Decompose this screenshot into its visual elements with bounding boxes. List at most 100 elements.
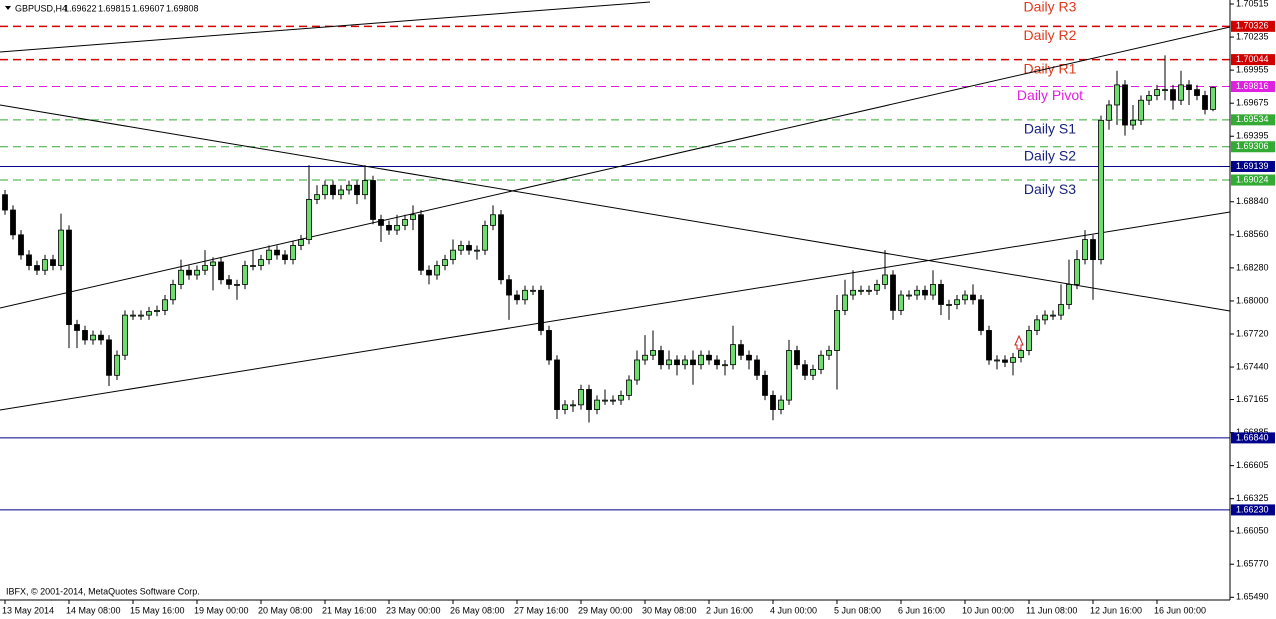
x-tick-label: 11 Jun 08:00 [1026,605,1077,615]
y-tick-label: 1.68280 [1236,262,1269,272]
candles [2,55,1216,423]
x-tick-label: 20 May 08:00 [258,605,313,615]
candle-body [882,274,888,285]
candle-body [458,245,464,251]
level-label: Daily R2 [1024,27,1077,43]
price-box-label: 1.69139 [1236,161,1269,171]
candle-body [402,219,408,226]
candle-body [1178,84,1184,101]
candle-body [810,369,816,376]
candle-body [370,180,376,220]
candle-body [306,199,312,240]
price-box [1231,54,1275,66]
candle-body [794,350,800,366]
candle-body [850,289,856,296]
candle-body [106,339,112,376]
candle-body [82,330,88,341]
candle-body [50,259,56,266]
candle-body [610,399,616,402]
x-tick-label: 26 May 08:00 [450,605,505,615]
menu-triangle [5,6,11,10]
candle-body [802,364,808,376]
candle-body [234,284,240,286]
y-tick-label: 1.69955 [1236,65,1269,75]
candle-body [954,299,960,305]
candle-body [418,214,424,271]
x-tick-label: 15 May 16:00 [130,605,185,615]
candle-body [434,265,440,276]
candle-body [674,359,680,366]
candle-body [946,304,952,306]
candle-body [298,239,304,246]
price-box-label: 1.69816 [1236,81,1269,91]
candle-body [514,294,520,301]
price-box-label: 1.70326 [1236,21,1269,31]
candle-body [634,359,640,381]
candle-body [10,209,16,236]
y-tick-label: 1.70235 [1236,31,1269,41]
candle-body [1074,259,1080,285]
copyright: IBFX, © 2001-2014, MetaQuotes Software C… [6,586,200,596]
candle-body [498,214,504,281]
candle-body [562,404,568,410]
candle-body [426,269,432,276]
candle-body [354,184,360,196]
price-box-label: 1.66840 [1236,432,1269,442]
candle-body [1082,239,1088,261]
candle-body [170,284,176,301]
candle-body [42,259,48,271]
candle-body [690,359,696,366]
candle-body [242,265,248,285]
level-label: Daily S1 [1024,121,1076,137]
price-box-label: 1.66230 [1236,504,1269,514]
candle-body [554,359,560,410]
candle-body [578,389,584,406]
candle-body [586,389,592,410]
candle-body [650,350,656,356]
x-tick-label: 21 May 16:00 [322,605,377,615]
price-box [1231,160,1275,172]
y-tick-label: 1.67440 [1236,361,1269,371]
candle-body [466,245,472,251]
candle-body [570,404,576,407]
x-tick-label: 23 May 00:00 [386,605,441,615]
candle-body [1162,89,1168,92]
candle-body [930,284,936,296]
candle-body [1002,359,1008,363]
candle-body [778,399,784,410]
x-tick-label: 16 Jun 00:00 [1154,605,1206,615]
candle-body [1066,284,1072,305]
candle-body [538,289,544,331]
candle-body [114,354,120,376]
candle-body [282,254,288,261]
candle-body [1090,239,1096,261]
candle-body [938,284,944,305]
candle-body [1138,99,1144,121]
candle-body [962,294,968,301]
trendline [0,211,1231,411]
candle-body [626,379,632,396]
candle-body [1170,89,1176,101]
candle-body [874,284,880,291]
ohlc-close: 1.69808 [166,3,199,13]
y-tick-label: 1.70515 [1236,0,1269,8]
candle-body [730,344,736,366]
x-tick-label: 19 May 00:00 [194,605,249,615]
candle-body [394,224,400,231]
y-tick-label: 1.68560 [1236,229,1269,239]
candle-body [162,299,168,311]
price-box [1231,174,1275,186]
y-tick-label: 1.69675 [1236,98,1269,108]
y-tick-label: 1.65770 [1236,559,1269,569]
candle-body [1010,357,1016,363]
candle-body [386,224,392,231]
candle-body [1106,104,1112,121]
candle-body [666,359,672,366]
candle-body [154,309,160,312]
candle-body [762,374,768,396]
y-tick-label: 1.68840 [1236,196,1269,206]
candle-body [226,279,232,285]
candle-body [1210,87,1216,110]
